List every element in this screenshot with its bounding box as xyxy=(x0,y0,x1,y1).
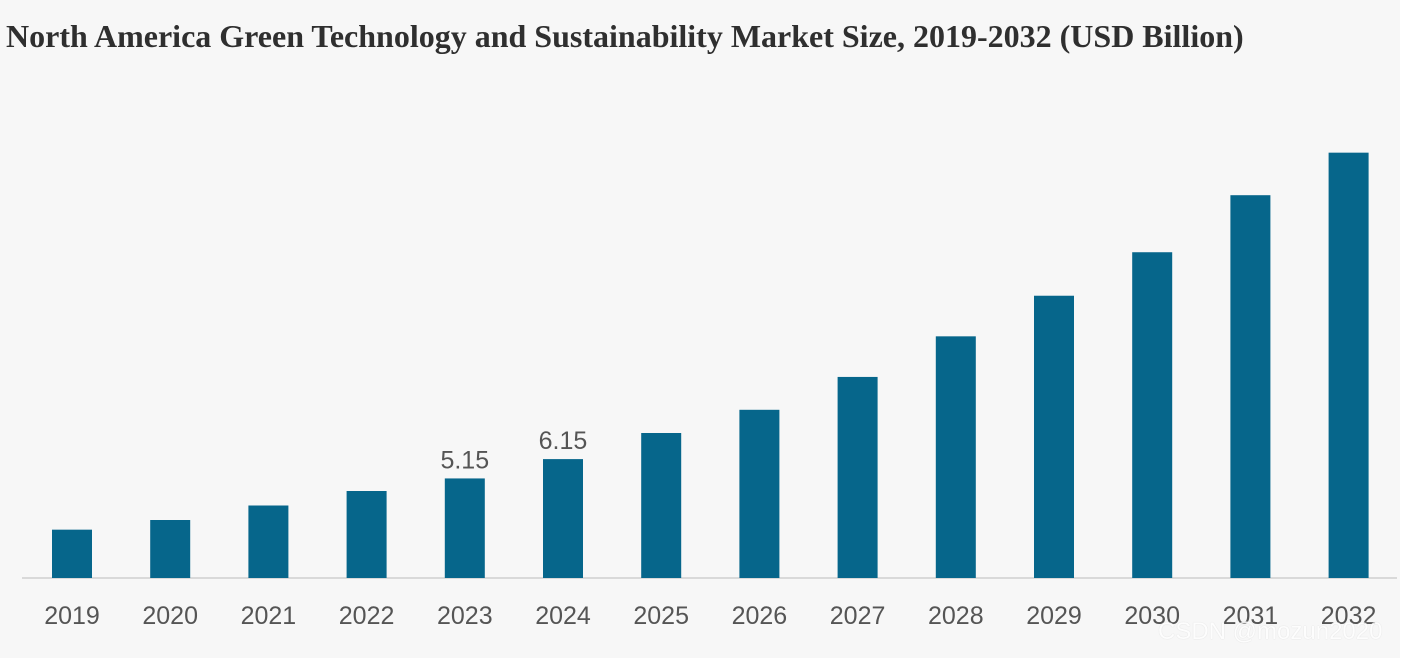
bar-2026 xyxy=(739,409,780,578)
bar-2028 xyxy=(935,336,976,578)
bar-2023 xyxy=(444,478,485,578)
watermark: CSDN @mozun2020 xyxy=(1158,618,1383,645)
right-edge-strip xyxy=(1400,0,1410,658)
data-labels: 5.15 6.15 xyxy=(440,427,587,474)
x-tick-2031: 2031 xyxy=(1223,602,1279,630)
bars xyxy=(52,152,1369,578)
bar-2019 xyxy=(52,529,92,578)
x-tick-2029: 2029 xyxy=(1026,602,1082,630)
x-tick-2026: 2026 xyxy=(732,602,788,630)
bar-2030 xyxy=(1132,252,1173,578)
data-label-2024: 6.15 xyxy=(539,427,588,455)
x-tick-2021: 2021 xyxy=(241,602,297,630)
bar-2020 xyxy=(150,520,191,578)
x-tick-2027: 2027 xyxy=(830,602,886,630)
bar-2025 xyxy=(641,433,682,578)
x-tick-2020: 2020 xyxy=(142,602,198,630)
x-tick-labels: 2019 2020 2021 2022 2023 2024 2025 2026 2027 2028… xyxy=(44,602,1376,630)
x-tick-2022: 2022 xyxy=(339,602,395,630)
bar-2027 xyxy=(837,376,878,578)
bar-2031 xyxy=(1230,195,1271,578)
bar-2024 xyxy=(543,459,583,578)
bar-2021 xyxy=(248,505,289,578)
chart-title: North America Green Technology and Susta… xyxy=(6,18,1244,54)
x-tick-2024: 2024 xyxy=(535,602,591,630)
data-label-2023: 5.15 xyxy=(440,446,489,474)
bar-2029 xyxy=(1034,295,1074,578)
x-tick-2023: 2023 xyxy=(437,602,493,630)
bar-2032 xyxy=(1328,152,1369,578)
bar-2022 xyxy=(346,491,387,578)
x-tick-2028: 2028 xyxy=(928,602,984,630)
x-tick-2032: 2032 xyxy=(1321,602,1377,630)
x-tick-2019: 2019 xyxy=(44,602,100,630)
x-tick-2025: 2025 xyxy=(633,602,689,630)
x-tick-2030: 2030 xyxy=(1124,602,1180,630)
